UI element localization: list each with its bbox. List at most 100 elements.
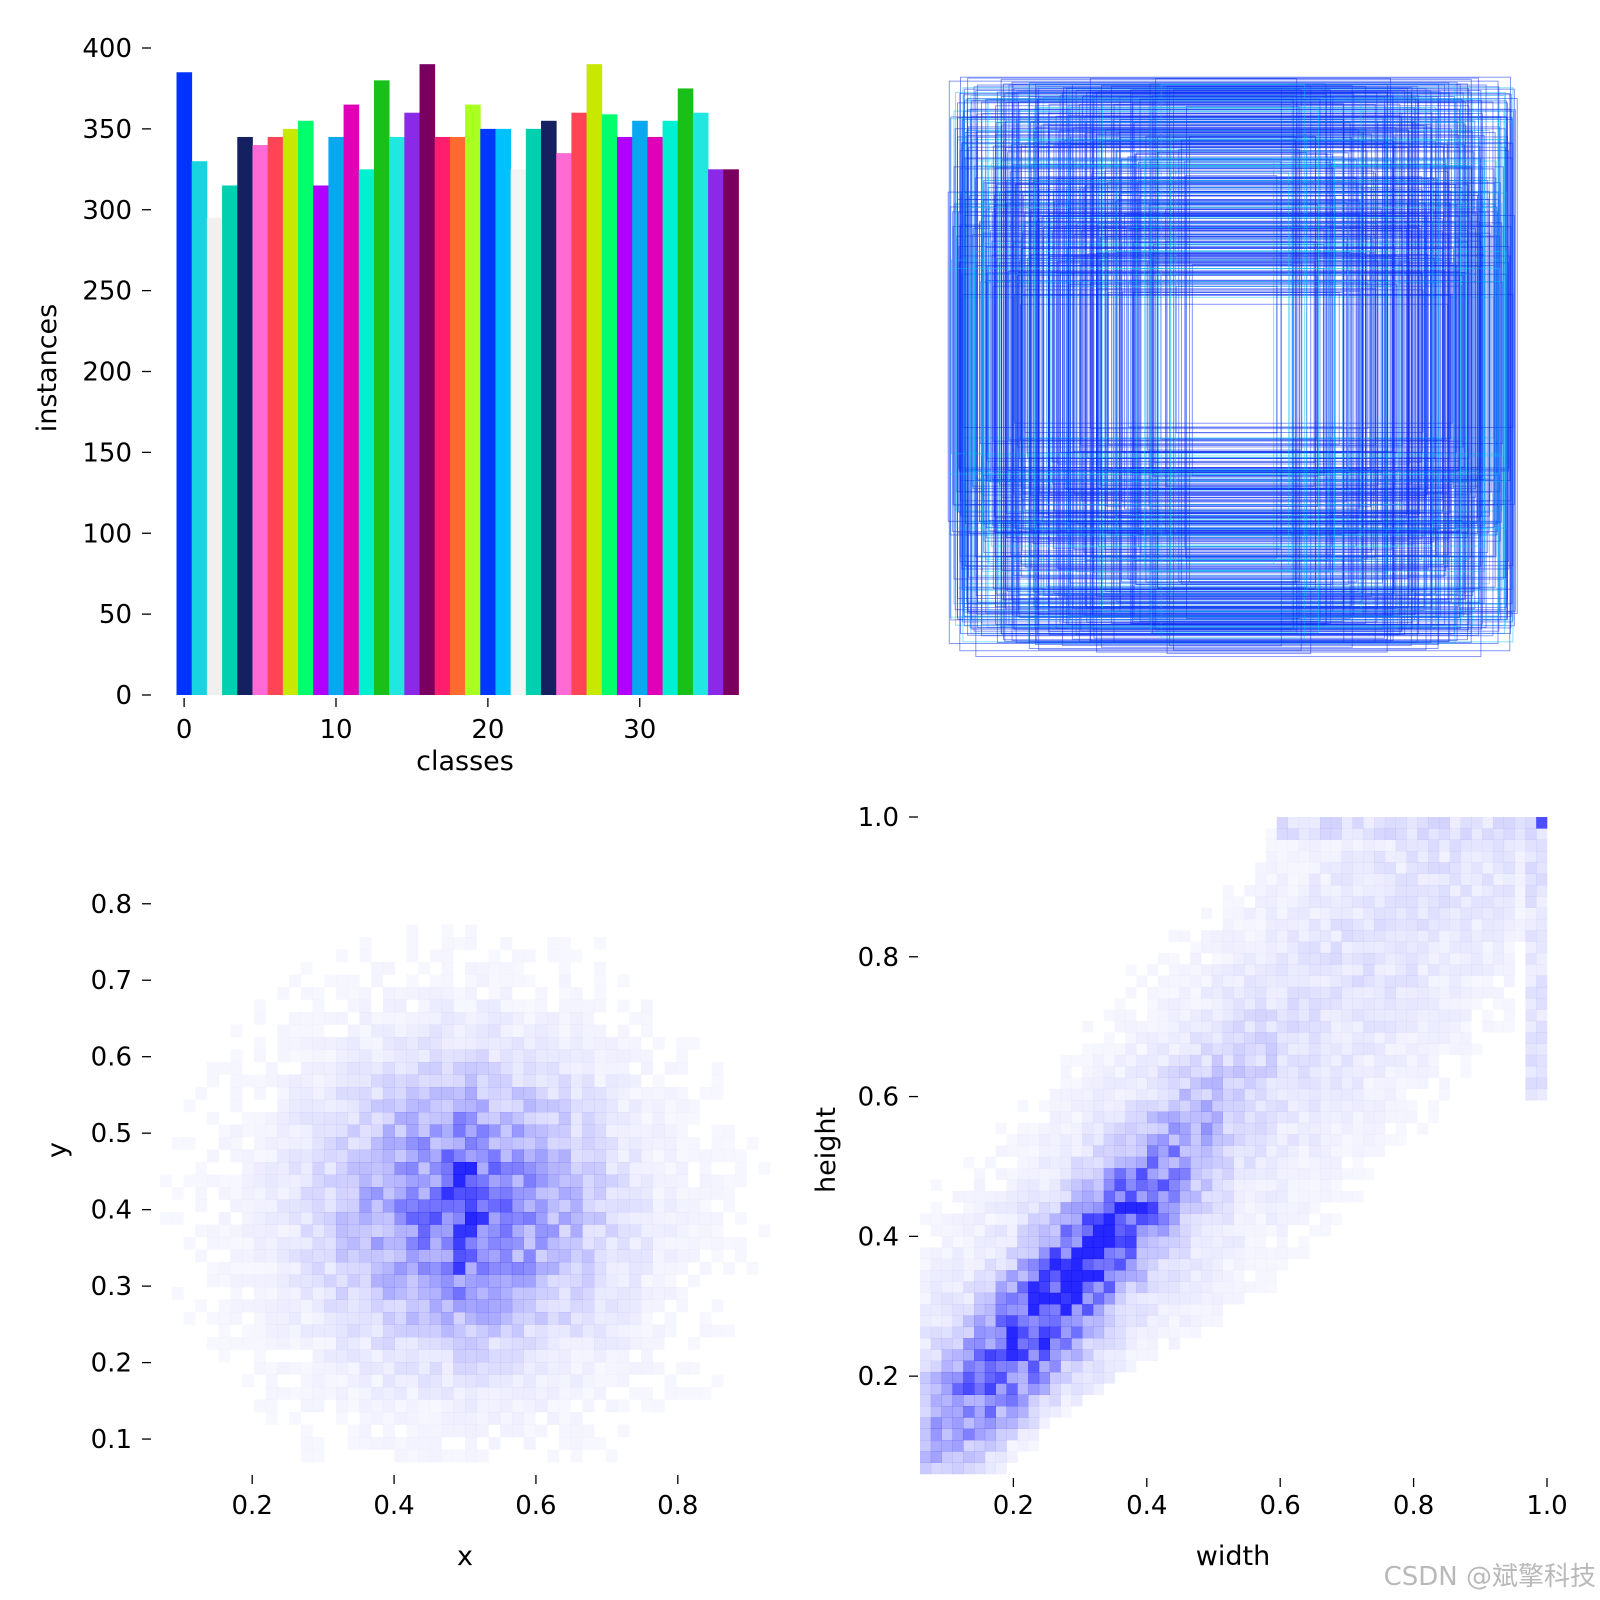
heat-cell bbox=[1244, 1168, 1256, 1180]
heat-cell bbox=[952, 1190, 964, 1203]
heat-cell bbox=[1136, 1168, 1148, 1180]
heat-cell bbox=[1190, 1179, 1202, 1192]
heat-cell bbox=[594, 1337, 607, 1350]
heat-cell bbox=[995, 1338, 1007, 1350]
heat-cell bbox=[523, 1399, 536, 1413]
heat-cell bbox=[1006, 1394, 1018, 1407]
heat-cell bbox=[1147, 1054, 1159, 1067]
heat-cell bbox=[687, 1249, 700, 1263]
heat-cell bbox=[1201, 1270, 1213, 1282]
heat-cell bbox=[1352, 1112, 1363, 1124]
heat-cell bbox=[1157, 1281, 1169, 1294]
heat-cell bbox=[382, 1074, 395, 1088]
heat-cell bbox=[195, 1199, 208, 1213]
heat-cell bbox=[1536, 896, 1548, 908]
bar bbox=[449, 136, 466, 695]
heat-cell bbox=[1298, 964, 1310, 976]
heat-cell bbox=[676, 1287, 688, 1300]
heat-cell bbox=[1384, 1088, 1396, 1101]
heat-cell bbox=[160, 1212, 172, 1225]
heat-cell bbox=[1211, 1190, 1223, 1203]
heat-cell bbox=[1179, 1043, 1191, 1056]
heat-cell bbox=[465, 1162, 478, 1175]
heat-cell bbox=[1157, 1020, 1169, 1033]
heat-cell bbox=[1114, 1202, 1126, 1214]
heat-cell bbox=[699, 1224, 712, 1238]
heat-cell bbox=[1255, 1156, 1267, 1169]
heat-cell bbox=[1330, 907, 1342, 920]
heat-cell bbox=[1536, 873, 1548, 886]
heat-cell bbox=[1028, 1292, 1040, 1305]
heat-cell bbox=[570, 1174, 583, 1188]
heat-cell bbox=[394, 1024, 407, 1038]
heat-cell bbox=[1406, 817, 1418, 829]
heat-cell bbox=[394, 1174, 407, 1188]
heat-cell bbox=[324, 1237, 337, 1250]
heat-cell bbox=[511, 1024, 524, 1038]
heat-cell bbox=[640, 1049, 653, 1063]
heat-cell bbox=[640, 1224, 653, 1238]
heat-cell bbox=[382, 1112, 395, 1125]
heat-cell bbox=[1211, 1100, 1223, 1112]
heat-cell bbox=[476, 1187, 489, 1200]
box-outline bbox=[1010, 171, 1449, 556]
heat-cell bbox=[312, 1374, 325, 1388]
heat-cell bbox=[429, 1012, 442, 1025]
heat-cell bbox=[1384, 839, 1396, 852]
heat-cell bbox=[1136, 1349, 1148, 1362]
heat-cell bbox=[570, 999, 583, 1013]
x-tick-label: 0.6 bbox=[515, 1491, 556, 1521]
heat-cell bbox=[476, 1162, 489, 1175]
heat-cell bbox=[336, 950, 348, 963]
heat-cell bbox=[1287, 1168, 1299, 1180]
heat-cell bbox=[1157, 1134, 1169, 1146]
bar bbox=[662, 120, 679, 696]
heat-cell bbox=[1330, 941, 1342, 954]
heat-cell bbox=[1092, 1134, 1105, 1146]
heat-cell bbox=[1157, 1326, 1169, 1339]
heat-cell bbox=[1092, 1247, 1105, 1260]
heat-cell bbox=[1330, 1111, 1342, 1124]
heat-cell bbox=[1255, 964, 1267, 976]
heat-cell bbox=[664, 1137, 677, 1150]
heat-cell bbox=[1503, 817, 1515, 829]
heat-cell bbox=[1038, 1360, 1051, 1373]
heat-cell bbox=[1384, 873, 1396, 886]
heat-cell bbox=[559, 1012, 571, 1025]
heat-cell bbox=[1428, 941, 1440, 954]
heat-cell bbox=[394, 1362, 407, 1375]
heat-cell bbox=[1082, 1202, 1094, 1214]
heat-cell bbox=[1309, 896, 1321, 908]
heat-cell bbox=[335, 1199, 348, 1213]
heat-cell bbox=[1060, 1202, 1072, 1214]
heat-cell bbox=[254, 1362, 266, 1375]
heat-cell bbox=[324, 1249, 337, 1263]
heat-cell bbox=[1038, 1406, 1051, 1418]
heat-cell bbox=[371, 1249, 384, 1263]
heat-cell bbox=[313, 987, 325, 1000]
heat-cell bbox=[1449, 873, 1461, 886]
heat-cell bbox=[1114, 1236, 1126, 1248]
heat-cell bbox=[371, 1324, 384, 1338]
heat-cell bbox=[1071, 1281, 1083, 1294]
box-outline bbox=[1119, 137, 1352, 607]
heat-cell bbox=[277, 1174, 290, 1188]
heat-cell bbox=[1060, 1349, 1072, 1362]
heat-cell bbox=[1222, 1100, 1234, 1112]
heat-cell bbox=[1082, 1315, 1094, 1328]
heat-cell bbox=[1092, 1100, 1105, 1112]
heat-cell bbox=[418, 1187, 431, 1200]
heat-cell bbox=[453, 1249, 466, 1263]
heat-cell bbox=[488, 1224, 501, 1238]
heat-cell bbox=[1352, 1088, 1364, 1101]
heat-cell bbox=[1244, 1281, 1256, 1294]
box-outline bbox=[1186, 105, 1300, 619]
heat-cell bbox=[1082, 1304, 1094, 1316]
heat-cell bbox=[1395, 896, 1407, 908]
heat-cell bbox=[511, 1299, 524, 1313]
heat-cell bbox=[1168, 1292, 1180, 1305]
heat-cell bbox=[535, 1237, 548, 1250]
heat-cell bbox=[1374, 1009, 1386, 1022]
heat-cell bbox=[963, 1383, 975, 1396]
